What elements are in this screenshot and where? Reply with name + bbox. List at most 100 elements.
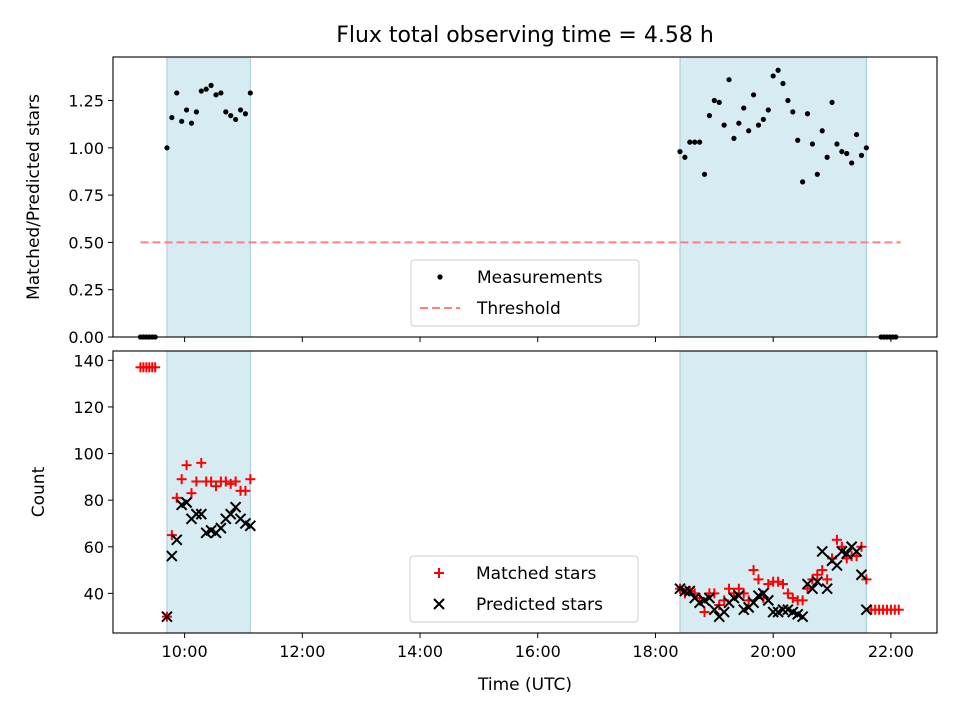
measurements-point <box>237 107 244 113</box>
matched-stars-point <box>797 595 808 606</box>
measurements-point <box>223 109 229 115</box>
measurements-point <box>760 116 766 123</box>
predicted-stars-point <box>244 520 257 532</box>
predicted-stars-point <box>806 583 819 595</box>
predicted-stars-point <box>831 559 843 572</box>
predicted-stars-point <box>161 610 173 623</box>
matched-stars-point <box>831 534 842 545</box>
measurements-point <box>755 122 762 128</box>
matched-stars-point <box>245 474 256 485</box>
measurements-point <box>242 111 249 117</box>
top-y-tick-label: 0.50 <box>68 233 104 252</box>
matched-stars-point <box>150 362 161 373</box>
measurements-point <box>731 135 737 141</box>
top-observing-window <box>679 56 867 338</box>
measurements-point <box>179 118 185 124</box>
bottom-y-tick-label: 120 <box>73 398 104 417</box>
matched-stars-point <box>748 565 759 576</box>
measurements-point <box>770 73 776 79</box>
predicted-stars-point <box>855 569 868 581</box>
measurements-point <box>775 67 781 73</box>
measurements-point <box>677 148 683 155</box>
x-tick-label: 16:00 <box>515 642 561 661</box>
measurements-point <box>687 139 693 145</box>
predicted-stars-point <box>757 587 770 600</box>
measurements-point <box>849 160 855 166</box>
measurements-point <box>188 120 195 126</box>
predicted-stars-point <box>684 585 696 597</box>
measurements-point <box>800 179 806 185</box>
top-panel: 0.00 0.25 0.50 0.75 1.00 1.25 Measurements Thre… <box>68 56 938 347</box>
bottom-axes-frame <box>112 350 938 634</box>
measurements-point <box>844 150 850 157</box>
measurements-point <box>780 80 786 87</box>
measurements-point <box>795 137 801 143</box>
bottom-y-tick-label: 40 <box>84 584 104 603</box>
predicted-stars-point <box>762 594 774 607</box>
measurements-point <box>692 139 698 145</box>
matched-stars-point <box>753 574 764 585</box>
measurements-point <box>824 154 830 160</box>
top-y-tick-label: 0.25 <box>68 281 104 300</box>
predicted-stars-point <box>841 548 853 560</box>
legend-swatch <box>437 274 443 280</box>
measurements-point <box>765 107 771 113</box>
x-tick-label: 12:00 <box>279 642 325 661</box>
bottom-y-tick-label: 80 <box>84 491 104 510</box>
measurements-point <box>193 109 199 115</box>
predicted-stars-point <box>229 501 242 513</box>
matched-stars-point <box>787 593 798 604</box>
matched-stars-point <box>817 565 828 576</box>
bottom-observing-window <box>679 350 867 634</box>
matched-stars-point <box>191 476 202 487</box>
measurements-point <box>790 109 796 115</box>
measurements-point <box>701 171 708 177</box>
measurements-point <box>746 128 752 134</box>
x-tick-label: 10:00 <box>162 642 208 661</box>
measurements-point <box>741 105 747 111</box>
predicted-stars-point <box>850 545 863 558</box>
matched-stars-point <box>196 457 207 468</box>
measurements-point <box>228 113 234 119</box>
top-y-tick-label: 1.00 <box>68 139 104 158</box>
top-y-tick-label: 0.75 <box>68 186 104 205</box>
x-tick-label: 22:00 <box>868 642 914 661</box>
measurements-point <box>208 82 214 88</box>
measurements-point <box>183 107 190 113</box>
matched-stars-point <box>724 583 735 594</box>
measurements-point <box>804 111 811 117</box>
bottom-y-tick-label: 60 <box>84 538 104 557</box>
x-tick-label: 20:00 <box>750 642 796 661</box>
chart-title: Flux total observing time = 4.58 h <box>336 23 714 48</box>
legend-box <box>410 259 640 327</box>
top-y-tick-label: 0.00 <box>68 328 104 347</box>
bottom-observing-window <box>166 350 251 634</box>
top-axes-frame <box>112 56 938 338</box>
predicted-stars-point <box>171 534 183 546</box>
predicted-stars-point <box>679 585 691 597</box>
matched-stars-point <box>211 481 221 492</box>
bottom-y-tick-label: 140 <box>73 351 104 370</box>
matched-stars-point <box>777 579 788 590</box>
measurements-point <box>682 154 688 160</box>
matched-stars-point <box>763 579 774 590</box>
measurements-point <box>814 171 820 177</box>
predicted-stars-point <box>733 590 745 602</box>
measurements-point <box>164 145 170 151</box>
predicted-stars-point <box>215 522 227 534</box>
predicted-stars-point <box>767 606 779 618</box>
measurements-point <box>697 139 703 145</box>
measurements-point <box>169 114 175 121</box>
matched-stars-point <box>812 569 823 580</box>
predicted-stars-point <box>747 596 760 609</box>
predicted-stars-point <box>225 508 237 520</box>
measurements-point <box>218 90 224 96</box>
legend-label: Measurements <box>477 268 603 288</box>
measurements-point <box>711 97 717 104</box>
top-y-axis-label: Matched/Predicted stars <box>24 94 44 300</box>
matched-stars-point <box>176 474 187 485</box>
measurements-point <box>819 128 825 134</box>
measurements-point <box>853 131 860 138</box>
measurements-point <box>233 116 239 123</box>
